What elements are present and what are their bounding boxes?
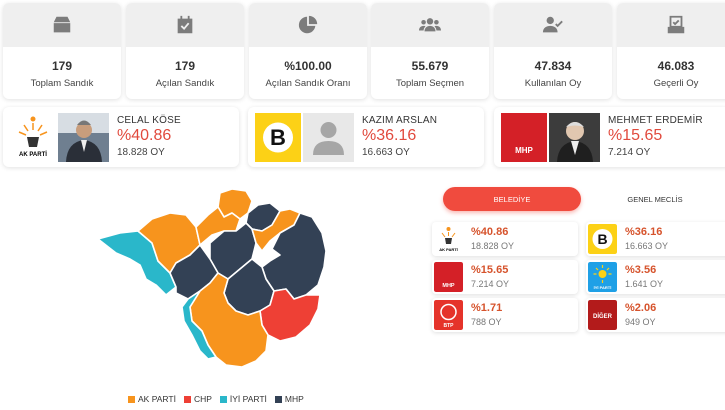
party-percent: %1.71 (471, 302, 503, 314)
legend-item: CHP (183, 394, 212, 404)
ak-parti-logo: AK PARTİ (434, 224, 463, 254)
ak-parti-logo: AK PARTİ (10, 113, 56, 162)
party-percent: %2.06 (625, 302, 657, 314)
legend-swatch (274, 395, 282, 403)
candidate-card-celal-kose[interactable]: AK PARTİ CELAL KÖSE %40.86 18.828 OY (3, 107, 239, 167)
party-percent: %40.86 (471, 226, 509, 238)
legend-swatch (183, 395, 191, 403)
stat-value: 55.679 (411, 59, 449, 73)
mhp-logo: MHP (434, 262, 463, 292)
stat-card-total-voters: 55.679 Toplam Seçmen (371, 3, 489, 99)
svg-text:B: B (270, 125, 286, 150)
stat-value: 179 (174, 59, 196, 73)
legend-item: AK PARTİ (128, 394, 176, 404)
candidate-votes: 16.663 OY (362, 147, 410, 158)
candidate-percent: %15.65 (608, 127, 663, 144)
stat-card-total-ballot-box: 179 Toplam Sandık (3, 3, 121, 99)
placeholder-avatar-icon (303, 113, 354, 162)
legend-swatch (128, 395, 135, 403)
map-district[interactable] (195, 206, 241, 246)
b-party-logo: B (588, 224, 617, 254)
party-result-iyi-parti[interactable]: İYİ PARTİ %3.56 1.641 OY (586, 260, 725, 294)
candidate-photo (58, 113, 109, 162)
party-votes: 16.663 OY (625, 241, 669, 251)
stat-card-opened-ratio: %100.00 Açılan Sandık Oranı (249, 3, 367, 99)
svg-text:DİĞER: DİĞER (593, 312, 613, 320)
candidate-percent: %36.16 (362, 127, 417, 144)
candidate-percent: %40.86 (117, 127, 172, 144)
legend-label: MHP (284, 394, 304, 404)
legend-swatch (219, 395, 227, 403)
tab-genel-meclis[interactable]: GENEL MECLİS (627, 194, 683, 204)
party-percent: %36.16 (625, 226, 663, 238)
party-votes: 1.641 OY (625, 279, 664, 289)
stat-label: Toplam Sandık (30, 78, 94, 89)
legend-label: AK PARTİ (138, 394, 176, 404)
party-votes: 18.828 OY (471, 241, 515, 251)
stat-value: %100.00 (284, 59, 332, 73)
b-party-logo: B (255, 113, 301, 162)
ballot-box-icon (53, 16, 71, 33)
stat-label: Açılan Sandık (155, 78, 215, 89)
legend-label: CHP (193, 394, 212, 404)
stat-value: 47.834 (534, 59, 572, 73)
party-percent: %15.65 (471, 264, 509, 276)
tab-belediye[interactable]: BELEDİYE (443, 187, 581, 211)
party-result-ak-parti[interactable]: AK PARTİ %40.86 18.828 OY (432, 222, 578, 256)
map-legend: AK PARTİ CHP İYİ PARTİ MHP (128, 394, 304, 404)
btp-logo: BTP (434, 300, 463, 330)
svg-text:İYİ PARTİ: İYİ PARTİ (594, 285, 612, 290)
mhp-logo: MHP (501, 113, 547, 162)
candidate-name: CELAL KÖSE (117, 115, 181, 126)
district-results-map (97, 188, 327, 368)
party-percent: %3.56 (625, 264, 657, 276)
stat-value: 46.083 (657, 59, 695, 73)
candidate-card-mehmet-erdemir[interactable]: MHP MEHMET ERDEMİR %15.65 7.214 OY (494, 107, 725, 167)
candidate-votes: 18.828 OY (117, 147, 165, 158)
party-votes: 7.214 OY (471, 279, 510, 289)
stat-card-valid-votes: 46.083 Geçerli Oy (617, 3, 725, 99)
party-votes: 788 OY (471, 317, 502, 327)
user-check-icon (542, 16, 563, 33)
candidate-photo (549, 113, 600, 162)
users-icon (419, 18, 441, 32)
stat-label: Açılan Sandık Oranı (265, 78, 351, 89)
legend-item: İYİ PARTİ (219, 394, 267, 404)
svg-text:B: B (597, 231, 607, 247)
party-result-b[interactable]: B %36.16 16.663 OY (586, 222, 725, 256)
other-parties-logo: DİĞER (588, 300, 617, 330)
svg-text:AK PARTİ: AK PARTİ (19, 151, 47, 158)
party-votes: 949 OY (625, 317, 656, 327)
stat-card-opened-ballot-box: 179 Açılan Sandık (126, 3, 244, 99)
pie-chart-icon (298, 15, 318, 34)
svg-text:MHP: MHP (515, 146, 533, 155)
party-result-btp[interactable]: BTP %1.71 788 OY (432, 298, 578, 332)
legend-item: MHP (274, 394, 304, 404)
party-result-mhp[interactable]: MHP %15.65 7.214 OY (432, 260, 578, 294)
stat-label: Kullanılan Oy (524, 78, 582, 89)
party-result-diger[interactable]: DİĞER %2.06 949 OY (586, 298, 725, 332)
iyi-parti-logo: İYİ PARTİ (588, 262, 617, 292)
map-district[interactable] (181, 290, 217, 360)
calendar-check-icon (177, 15, 193, 34)
stat-value: 179 (51, 59, 73, 73)
candidate-name: MEHMET ERDEMİR (608, 115, 703, 126)
svg-text:AK PARTİ: AK PARTİ (439, 247, 458, 252)
candidate-votes: 7.214 OY (608, 147, 651, 158)
stat-label: Geçerli Oy (653, 78, 699, 89)
stat-card-used-votes: 47.834 Kullanılan Oy (494, 3, 612, 99)
candidate-card-kazim-arslan[interactable]: B KAZIM ARSLAN %36.16 16.663 OY (248, 107, 484, 167)
svg-text:BTP: BTP (444, 323, 455, 329)
stats-row: 179 Toplam Sandık 179 Açılan Sandık %100… (0, 3, 725, 101)
checked-box-icon (667, 15, 685, 34)
stat-label: Toplam Seçmen (395, 78, 465, 89)
legend-label: İYİ PARTİ (229, 394, 267, 404)
candidate-name: KAZIM ARSLAN (362, 115, 438, 126)
svg-text:MHP: MHP (442, 283, 455, 289)
